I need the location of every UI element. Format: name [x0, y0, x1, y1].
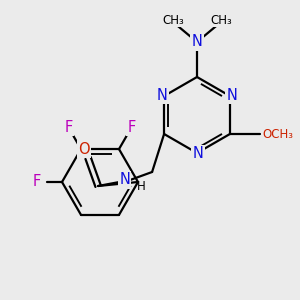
Text: CH₃: CH₃: [162, 14, 184, 26]
Text: OCH₃: OCH₃: [262, 128, 293, 140]
Text: O: O: [78, 142, 90, 157]
Text: F: F: [64, 120, 73, 135]
Text: F: F: [128, 120, 136, 135]
Text: N: N: [193, 146, 203, 161]
Text: CH₃: CH₃: [210, 14, 232, 26]
Text: N: N: [157, 88, 167, 103]
Text: H: H: [137, 181, 146, 194]
Text: N: N: [226, 88, 237, 103]
Text: F: F: [33, 175, 41, 190]
Text: N: N: [119, 172, 130, 188]
Text: N: N: [192, 34, 203, 50]
